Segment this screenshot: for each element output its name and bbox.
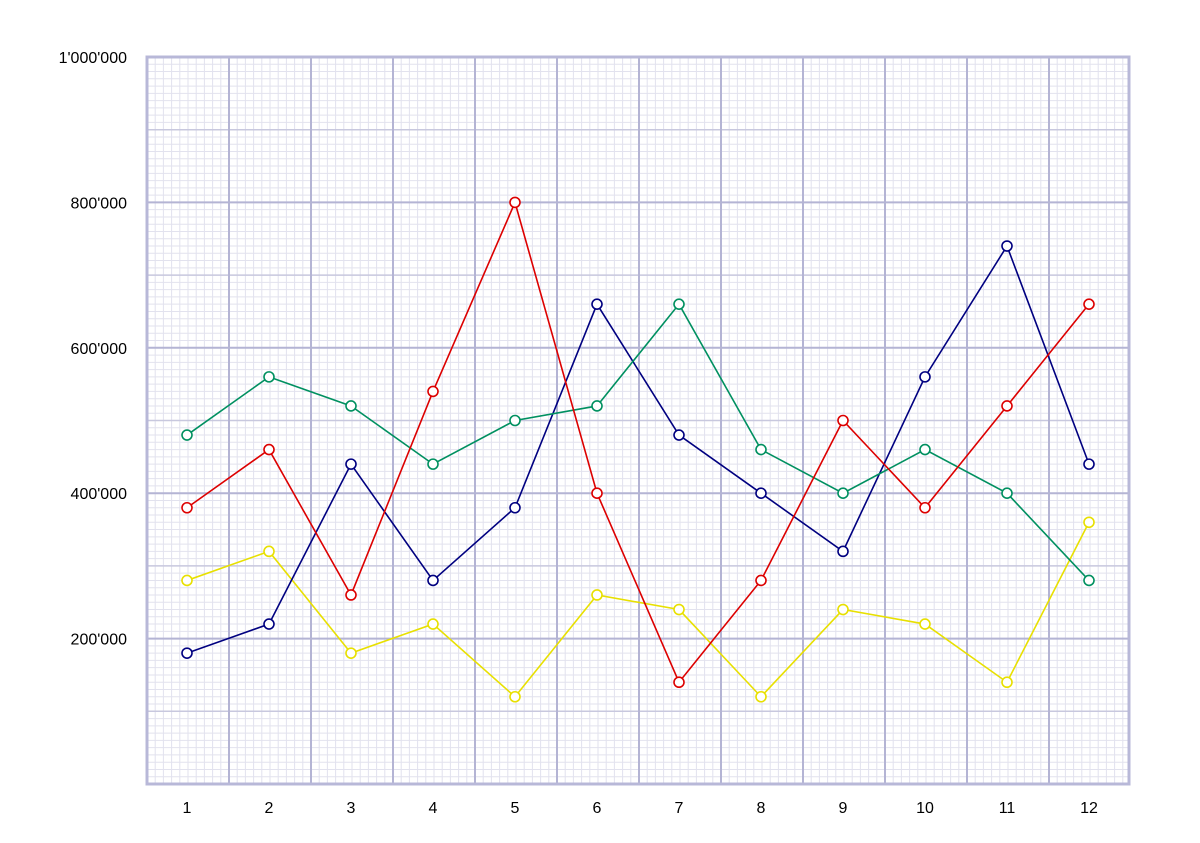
y-axis: 200'000 400'000 600'000 800'000 1'000'000	[59, 50, 128, 649]
data-point	[345, 589, 357, 601]
data-point	[263, 618, 275, 630]
data-point	[1001, 240, 1013, 252]
data-point	[263, 545, 275, 558]
x-tick-label: 10	[916, 800, 934, 817]
data-point	[509, 196, 521, 209]
data-point	[181, 574, 193, 587]
plot-frame	[145, 55, 1131, 786]
data-point	[755, 443, 767, 456]
data-point	[345, 400, 357, 412]
x-tick-label: 4	[429, 800, 438, 817]
data-point	[1083, 458, 1095, 470]
data-point	[345, 458, 357, 470]
y-tick-label: 200'000	[71, 632, 128, 649]
data-point	[181, 647, 193, 659]
data-point	[755, 690, 767, 703]
y-tick-label: 800'000	[71, 195, 128, 212]
x-tick-label: 8	[757, 800, 766, 817]
x-tick-label: 11	[999, 800, 1016, 817]
data-point	[427, 385, 439, 398]
series-line	[186, 521, 1090, 698]
series-2	[181, 240, 1095, 659]
data-point	[509, 690, 521, 703]
x-tick-label: 9	[839, 800, 848, 817]
data-point	[919, 371, 931, 383]
data-point	[673, 676, 685, 689]
data-point	[591, 400, 603, 412]
data-point	[673, 429, 685, 441]
data-point	[591, 487, 603, 500]
data-point	[1001, 400, 1013, 412]
series-line	[186, 244, 1090, 654]
series-layer	[181, 196, 1095, 703]
data-point	[919, 443, 931, 456]
data-point	[263, 443, 275, 456]
data-point	[1083, 516, 1095, 529]
x-tick-label: 12	[1080, 800, 1098, 817]
x-tick-label: 6	[593, 800, 602, 817]
x-tick-label: 3	[347, 800, 356, 817]
x-axis: 1 2 3 4 5 6 7 8 9 10 11 12	[183, 800, 1098, 817]
data-point	[1083, 298, 1095, 310]
x-tick-label: 7	[675, 800, 684, 817]
data-point	[837, 414, 849, 427]
data-point	[427, 458, 439, 470]
data-point	[837, 545, 849, 558]
data-point	[755, 487, 767, 500]
data-point	[673, 603, 685, 616]
x-tick-label: 2	[265, 800, 274, 817]
data-point	[509, 501, 521, 514]
series-line	[186, 302, 1090, 581]
data-point	[181, 501, 193, 514]
data-point	[755, 574, 767, 587]
data-point	[1083, 574, 1095, 587]
series-line	[186, 200, 1090, 684]
y-tick-label: 1'000'000	[59, 50, 128, 67]
data-point	[591, 298, 603, 310]
data-point	[427, 574, 439, 587]
data-point	[427, 618, 439, 630]
data-point	[1001, 487, 1013, 500]
data-point	[837, 603, 849, 616]
data-point	[919, 618, 931, 630]
data-point	[837, 487, 849, 500]
data-point	[181, 429, 193, 441]
data-point	[673, 298, 685, 310]
series-3	[181, 298, 1095, 587]
data-point	[919, 501, 931, 514]
data-point	[263, 371, 275, 383]
data-point	[591, 589, 603, 601]
y-tick-label: 600'000	[71, 341, 128, 358]
x-tick-label: 1	[183, 800, 192, 817]
data-point	[509, 414, 521, 427]
data-point	[345, 647, 357, 659]
data-point	[1001, 676, 1013, 689]
series-4	[181, 196, 1095, 689]
series-1	[181, 516, 1095, 703]
y-tick-label: 400'000	[71, 486, 128, 503]
x-tick-label: 5	[511, 800, 520, 817]
grid	[147, 56, 1129, 784]
